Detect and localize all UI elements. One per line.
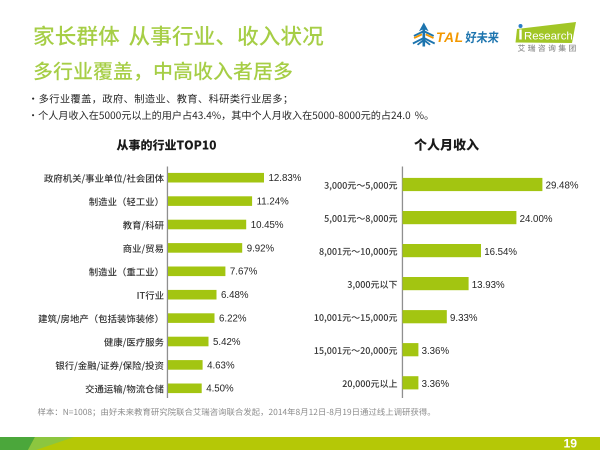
svg-text:24.00%: 24.00% [520, 214, 553, 225]
svg-text:4.63%: 4.63% [207, 360, 235, 371]
svg-text:6.48%: 6.48% [221, 290, 249, 301]
svg-text:13.93%: 13.93% [472, 280, 505, 291]
svg-text:Research: Research [524, 31, 573, 43]
svg-text:19: 19 [564, 437, 578, 450]
svg-text:4.50%: 4.50% [206, 384, 234, 395]
svg-text:TAL: TAL [436, 30, 464, 45]
svg-text:7.67%: 7.67% [230, 267, 258, 278]
svg-text:11.24%: 11.24% [257, 197, 290, 208]
svg-text:16.54%: 16.54% [484, 247, 517, 258]
svg-text:5.42%: 5.42% [213, 337, 241, 348]
svg-text:3.36%: 3.36% [422, 379, 450, 390]
svg-text:9.33%: 9.33% [450, 313, 478, 324]
svg-text:9.92%: 9.92% [247, 243, 275, 254]
svg-text:10.45%: 10.45% [251, 220, 284, 231]
svg-text:6.22%: 6.22% [219, 314, 247, 325]
svg-text:3.36%: 3.36% [422, 346, 450, 357]
svg-text:12.83%: 12.83% [269, 173, 302, 184]
svg-text:29.48%: 29.48% [546, 181, 579, 192]
